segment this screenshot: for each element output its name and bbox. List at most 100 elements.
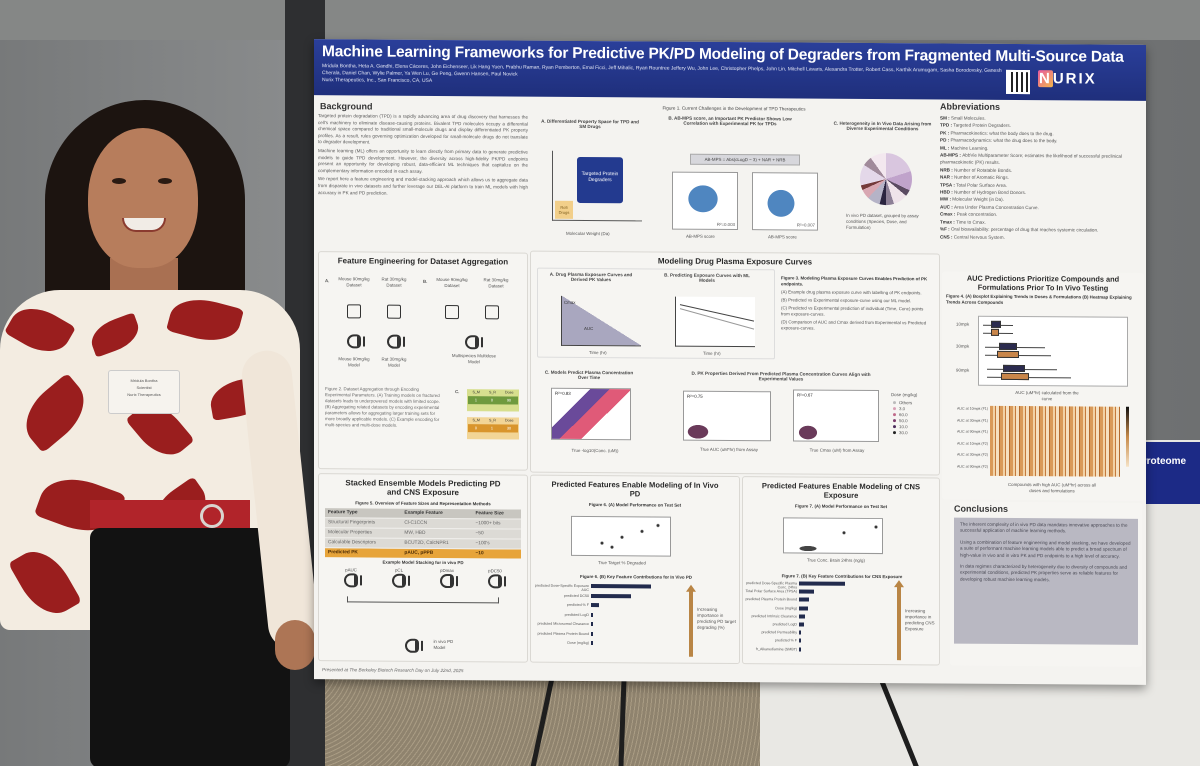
cns-heading: Predicted Features Enable Modeling of CN… (761, 481, 921, 500)
figure-1c-note: In vivo PD dataset, grouped by assay con… (846, 212, 919, 230)
conclusion-item: The inherent complexity of in vivo PD da… (960, 521, 1128, 534)
bar-label: predicted DC50 (564, 593, 589, 598)
feature-bar (799, 638, 801, 643)
abbreviations-heading: Abbreviations (940, 101, 1001, 112)
figure-1-caption: Figure 1. Current Challenges in the Deve… (662, 105, 806, 112)
label-a: A. (325, 278, 330, 284)
auc-heading: AUC Predictions Prioritize Compounds and… (966, 273, 1120, 293)
plasma-exposure-panel: Modeling Drug Plasma Exposure Curves A. … (530, 250, 940, 476)
stacking-title: Example Model Stacking for in vivo PD (382, 559, 464, 566)
dataset-1: Mouse 90mg/kg Dataset (338, 276, 370, 288)
dataset-2: Rat 30mg/kg Dataset (381, 276, 407, 288)
dose-legend-title: Dose (mg/kg) (891, 392, 918, 398)
dose-legend: Others 3.0 60.0 50.0 10.0 30.0 (893, 400, 912, 436)
enc-h: S_R (488, 418, 496, 423)
feature-bar (799, 630, 802, 635)
plasma-c-title: C. Models Predict Plasma Concentration O… (544, 369, 634, 381)
badge-company: Nurix Therapeutics (127, 392, 161, 397)
auc-predictions-panel: AUC Predictions Prioritize Compounds and… (942, 271, 1144, 501)
legend-item: 30.0 (893, 430, 912, 436)
pd-performance-scatter (571, 515, 671, 557)
presenter-hand (275, 620, 315, 670)
logo-mark: N (1038, 70, 1053, 88)
qr-code-icon[interactable] (1006, 69, 1030, 95)
cell: Calculable Descriptors (325, 537, 402, 549)
model-brain-icon (387, 334, 401, 349)
conclusions-panel: Conclusions The inherent complexity of i… (950, 501, 1142, 667)
feature-bar (591, 631, 593, 636)
cns-arrow-note: Increasing importance in predicting CNS … (905, 608, 935, 632)
enc-h: S_M (472, 390, 480, 395)
enc-v: 1 (474, 398, 478, 403)
heatmap-row-label: AUC at 90mpk (F1) (957, 429, 988, 434)
box-ylabel-2: 30mpk (956, 343, 970, 349)
background-paragraph-2: Machine learning (ML) offers an opportun… (318, 148, 528, 174)
figure-1a-title: A. Differentiated Property Space for TPD… (541, 118, 639, 130)
poster-header: Machine Learning Frameworks for Predicti… (314, 39, 1146, 101)
enc-v: 0 (490, 398, 493, 403)
box-ylabel-1: 10mpk (956, 321, 970, 327)
importance-arrow-icon (689, 590, 693, 657)
presenter-belt (90, 500, 250, 528)
presenter-pants (90, 528, 290, 766)
eye-right (158, 178, 172, 184)
bar-label: predicted Plasma Protein Bound (537, 631, 589, 636)
pd-feature-bars: predicted Dose-Specific Exposure AUC pred… (531, 584, 691, 655)
col-header: Feature Type (325, 508, 402, 519)
col-header: Example Feature (401, 508, 473, 519)
conclusion-item: In data regimes characterized by heterog… (960, 563, 1128, 583)
box-xlabel: AUC (uM*hr) calculated from the curve (1015, 389, 1079, 402)
bar-label: predicted Dose-Specific Exposure AUC (534, 583, 589, 593)
figure-3-caption-items: (A) Example drug plasma exposure curve w… (781, 289, 931, 334)
model-brain-icon (405, 638, 419, 653)
bar-label: predicted LogD (772, 622, 797, 627)
caption-item: (B) Predicted vs Experimental exposure-c… (781, 297, 912, 304)
ab-mps-formula: AB-MPS = Abs(cLogD − 3) + NAR + NRB (690, 153, 800, 166)
figure-5-caption: Figure 5. Overview of Feature Sizes and … (355, 500, 491, 507)
table-icon (445, 305, 459, 320)
feature-bar (799, 606, 809, 611)
cmax-scatter: R²=0.67 (793, 389, 879, 443)
r2-label: R²=0.007 (796, 222, 815, 228)
belt-buckle (200, 504, 224, 528)
enc-v: 1 (490, 426, 493, 431)
heatmap-row-label: AUC at 30mpk (F2) (957, 452, 988, 458)
figure-4-caption: Figure 4. (A) Boxplot Explaining Trends … (946, 293, 1132, 305)
base-model: pCL (392, 568, 406, 593)
bar-label: predicted Permeability (761, 630, 797, 635)
feature-bar (799, 647, 801, 652)
presenter-face (88, 128, 198, 268)
bar-label: predicted Plasma Protein Bound (745, 597, 797, 602)
presenter: Mridula Bontha Scientist Nurix Therapeut… (0, 100, 321, 766)
r2-label: R²=0.75 (687, 393, 703, 399)
cell: ~1000+ bits (472, 518, 521, 530)
name-badge: Mridula Bontha Scientist Nurix Therapeut… (108, 370, 180, 414)
r2-label: R²=0.83 (555, 390, 571, 396)
abbreviation-item: AB-MPS : AbbVie Multiparameter Score; es… (940, 152, 1122, 166)
heatmap-row-label: AUC at 10mpk (F2) (957, 441, 988, 446)
feature-bar (591, 603, 599, 608)
conclusions-box: The inherent complexity of in vivo PD da… (954, 517, 1138, 645)
encoding-green: S_M S_R Dose 1 0 90 (467, 389, 519, 412)
research-poster: Machine Learning Frameworks for Predicti… (314, 39, 1146, 685)
plasma-b-xlabel: Time (hr) (703, 350, 721, 356)
bar-label: predicted % F (774, 638, 797, 643)
bar-label: predicted Microsomal Clearance (537, 621, 589, 627)
cell: BCUT2D, CalcNPR1 (401, 538, 473, 549)
importance-arrow-icon (897, 586, 901, 661)
background-section: Background Targeted protein degradation … (318, 99, 528, 250)
feature-bar (799, 597, 810, 602)
box-ylabel-3: 90mpk (956, 367, 970, 373)
bar-label: predicted LogD (564, 612, 589, 617)
caption-item: (D) Comparison of AUC and Cmax derived f… (781, 319, 927, 331)
heterogeneity-pie-chart (860, 152, 912, 206)
final-model-label: in vivo PD Model (433, 638, 454, 651)
plasma-a-xlabel: Time (hr) (589, 350, 607, 356)
r2-label: R²=0.67 (797, 392, 813, 398)
ceiling-band (0, 0, 1200, 40)
heatmap-colorbar (1126, 406, 1129, 467)
plasma-d-xlabel-1: True AUC (uM*hr) from Assay (700, 446, 758, 453)
cell: Structural Fingerprints (325, 517, 402, 529)
plasma-b-title: B. Predicting Exposure Curves with ML Mo… (664, 272, 750, 283)
bar-label: predicted Dose-Specific Plasma Conc. 24h… (746, 581, 797, 590)
